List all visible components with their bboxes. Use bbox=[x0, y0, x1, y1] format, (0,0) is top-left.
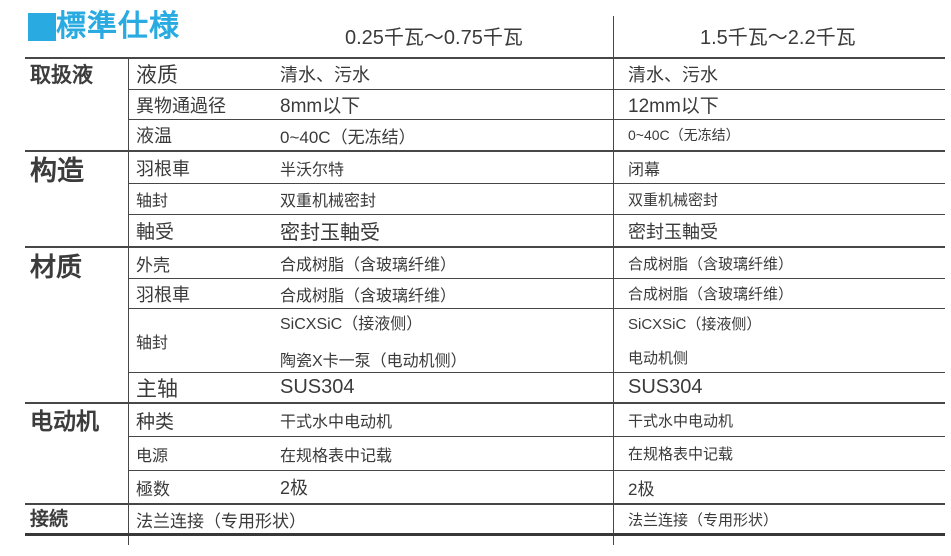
value-col2: 清水、污水 bbox=[628, 65, 718, 85]
spec-table: 取扱液 液质 清水、污水 清水、污水 異物通過径 8mm以下 12mm以下 液温… bbox=[25, 57, 945, 536]
value-col1: 2极 bbox=[280, 478, 309, 498]
group-connection: 接続 法兰连接（专用形状） 法兰连接（专用形状） bbox=[25, 503, 945, 533]
row-label: 种类 bbox=[136, 411, 175, 433]
row-label: 轴封 bbox=[136, 193, 169, 210]
value-col2: 合成树脂（含玻璃纤维） bbox=[628, 255, 794, 273]
column-header-low-power: 0.25千瓦～0.75千瓦 bbox=[345, 27, 523, 49]
group-material: 材质 外壳 合成树脂（含玻璃纤维） 合成树脂（含玻璃纤维） 羽根車 合成树脂（含… bbox=[25, 246, 945, 402]
table-divider-columns bbox=[613, 16, 614, 545]
value-col1: SUS304 bbox=[280, 376, 355, 398]
spec-row-connection: 法兰连接（专用形状） 法兰连接（专用形状） bbox=[128, 505, 945, 533]
spec-row-liquid-type: 液质 清水、污水 清水、污水 bbox=[128, 59, 945, 89]
row-label: 羽根車 bbox=[136, 158, 190, 179]
page-title: 標準仕様 bbox=[28, 11, 180, 42]
row-label: 羽根車 bbox=[136, 284, 190, 305]
row-label: 液温 bbox=[136, 126, 172, 146]
spec-row-liquid-temp: 液温 0~40C（无冻结） 0~40C（无冻结） bbox=[128, 119, 945, 150]
value-col2: 闭幕 bbox=[628, 161, 661, 179]
value-col1: 合成树脂（含玻璃纤维） bbox=[280, 287, 457, 305]
page-title-text: 標準仕様 bbox=[56, 10, 180, 43]
row-label: 法兰连接（专用形状） bbox=[136, 511, 306, 531]
row-label: 轴封 bbox=[136, 334, 169, 352]
spec-row-main-shaft: 主轴 SUS304 SUS304 bbox=[128, 372, 945, 402]
value-col1: 双重机械密封 bbox=[280, 193, 377, 210]
value-col2: 2极 bbox=[628, 479, 655, 499]
title-square-icon bbox=[28, 12, 56, 41]
table-divider-labels bbox=[128, 57, 129, 545]
row-label: 外壳 bbox=[136, 255, 170, 275]
value-col1-line1: SiCXSiC（接液侧） bbox=[280, 316, 423, 333]
row-label: 軸受 bbox=[136, 222, 175, 243]
group-structure: 构造 羽根車 半沃尔特 闭幕 轴封 双重机械密封 双重机械密封 軸受 密封玉軸受… bbox=[25, 150, 945, 246]
row-label: 电源 bbox=[136, 447, 169, 465]
row-label: 主轴 bbox=[136, 377, 178, 401]
spec-row-passable-solids: 異物通過径 8mm以下 12mm以下 bbox=[128, 89, 945, 119]
spec-row-poles: 極数 2极 2极 bbox=[128, 470, 945, 503]
value-col1: 干式水中电动机 bbox=[280, 414, 393, 431]
value-col1-line2: 陶瓷X卡一泵（电动机侧） bbox=[280, 353, 467, 370]
value-col2: 干式水中电动机 bbox=[628, 412, 734, 430]
spec-row-seal-material: 轴封 SiCXSiC（接液侧） 陶瓷X卡一泵（电动机侧） SiCXSiC（接液侧… bbox=[128, 308, 945, 372]
value-col2: SUS304 bbox=[628, 376, 703, 398]
value-col2: 0~40C（无冻结） bbox=[628, 127, 740, 143]
value-col2: 密封玉軸受 bbox=[628, 221, 718, 242]
row-label: 液质 bbox=[136, 64, 178, 87]
value-col1: 8mm以下 bbox=[280, 96, 361, 117]
value-col2: 双重机械密封 bbox=[628, 191, 719, 209]
value-col1: 密封玉軸受 bbox=[280, 222, 380, 244]
value-col1: 合成树脂（含玻璃纤维） bbox=[280, 257, 457, 274]
value-col1: 半沃尔特 bbox=[280, 161, 345, 179]
value-col1: 在规格表中记载 bbox=[280, 447, 393, 465]
value-col2-line1: SiCXSiC（接液侧） bbox=[628, 316, 762, 333]
spec-row-impeller-material: 羽根車 合成树脂（含玻璃纤维） 合成树脂（含玻璃纤维） bbox=[128, 278, 945, 308]
spec-row-power-supply: 电源 在规格表中记载 在规格表中记载 bbox=[128, 436, 945, 470]
spec-row-casing: 外壳 合成树脂（含玻璃纤维） 合成树脂（含玻璃纤维） bbox=[128, 248, 945, 278]
value-col2: 在规格表中记载 bbox=[628, 446, 734, 463]
value-col1: SiCXSiC（接液侧） 陶瓷X卡一泵（电动机侧） bbox=[280, 310, 613, 371]
group-label-handled-liquid: 取扱液 bbox=[30, 64, 93, 87]
value-col2-line2: 电动机侧 bbox=[628, 350, 689, 367]
row-label: 異物通過径 bbox=[136, 95, 226, 116]
value-col1: 0~40C（无冻结） bbox=[280, 127, 416, 147]
spec-row-bearing: 軸受 密封玉軸受 密封玉軸受 bbox=[128, 214, 945, 246]
spec-row-motor-type: 种类 干式水中电动机 干式水中电动机 bbox=[128, 404, 945, 436]
group-label-material: 材质 bbox=[30, 252, 83, 282]
value-col1: 清水、污水 bbox=[280, 65, 370, 85]
spec-row-impeller: 羽根車 半沃尔特 闭幕 bbox=[128, 152, 945, 183]
group-motor: 电动机 种类 干式水中电动机 干式水中电动机 电源 在规格表中记载 在规格表中记… bbox=[25, 402, 945, 503]
value-col2: 法兰连接（专用形状） bbox=[628, 511, 779, 529]
group-handled-liquid: 取扱液 液质 清水、污水 清水、污水 異物通過径 8mm以下 12mm以下 液温… bbox=[25, 57, 945, 150]
group-label-connection: 接続 bbox=[30, 509, 69, 530]
row-label: 極数 bbox=[136, 479, 170, 499]
spec-row-shaft-seal: 轴封 双重机械密封 双重机械密封 bbox=[128, 183, 945, 214]
value-col2: 12mm以下 bbox=[628, 96, 719, 117]
group-label-motor: 电动机 bbox=[30, 408, 99, 434]
column-header-high-power: 1.5千瓦～2.2千瓦 bbox=[700, 27, 856, 49]
group-label-structure: 构造 bbox=[30, 156, 84, 186]
value-col2: SiCXSiC（接液侧） 电动机侧 bbox=[613, 313, 945, 368]
value-col2: 合成树脂（含玻璃纤维） bbox=[628, 286, 794, 303]
